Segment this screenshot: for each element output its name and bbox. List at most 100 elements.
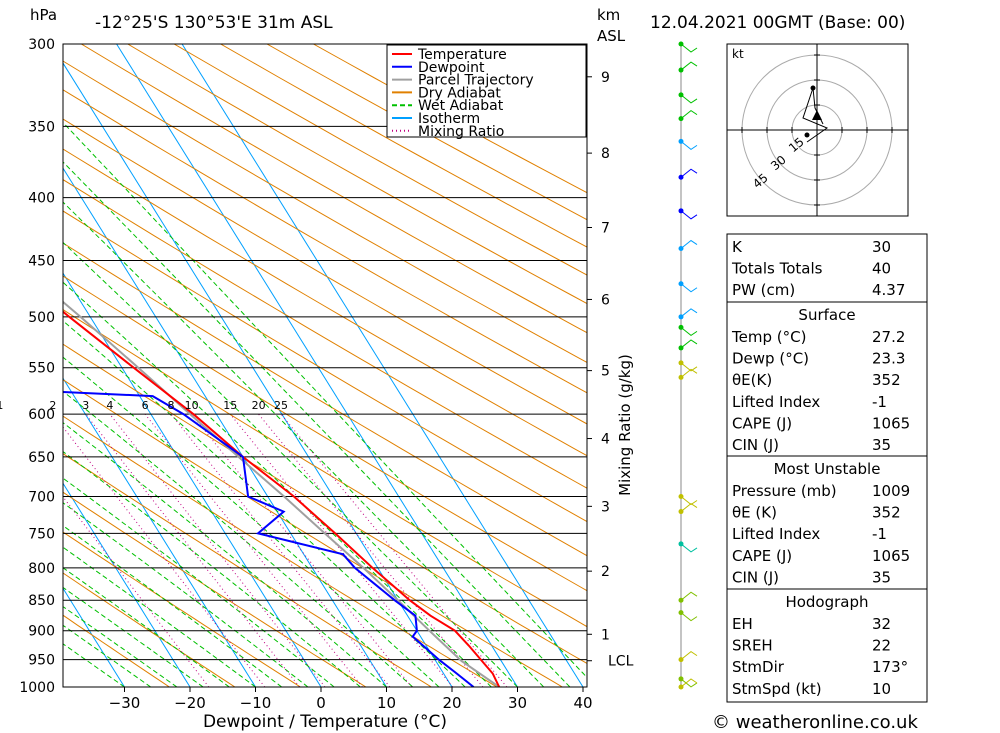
copyright: © weatheronline.co.uk — [712, 712, 918, 733]
table-row-label: K — [732, 238, 743, 256]
km-tick-label: 3 — [601, 499, 610, 515]
table-row-value: 27.2 — [872, 328, 905, 346]
dry-adiabat-line — [63, 572, 236, 687]
mixing-ratio-line — [258, 413, 484, 687]
mixing-ratio-label: 1 — [0, 399, 3, 412]
table-box — [726, 301, 928, 457]
wind-barb — [680, 94, 698, 104]
km-tick-label: 1 — [601, 627, 610, 643]
table-row-value: 22 — [872, 637, 891, 655]
sounding-curves — [63, 300, 501, 687]
wind-barb — [680, 496, 698, 506]
table-row-label: CAPE (J) — [732, 547, 792, 565]
table-row-value: 35 — [872, 568, 891, 586]
pressure-tick-label: 800 — [28, 561, 55, 577]
table-row-value: 1009 — [872, 482, 910, 500]
mixing-ratio-label: 25 — [274, 399, 288, 412]
temperature-tick-label: 30 — [508, 694, 527, 712]
wind-barb — [680, 368, 698, 378]
km-tick-label: 4 — [601, 432, 610, 448]
table-row-label: StmSpd (kt) — [732, 680, 822, 698]
pressure-tick-label: 950 — [28, 653, 55, 669]
dry-adiabat-line — [63, 118, 587, 425]
pressure-level-lines — [63, 43, 587, 688]
mixing-ratio-label: 3 — [82, 399, 89, 412]
legend-entry: Isotherm — [418, 111, 480, 127]
isotherm-line — [63, 377, 256, 687]
temperature-tick-label: −10 — [240, 694, 272, 712]
km-tick-label: 8 — [601, 146, 610, 162]
legend-entry: Parcel Trajectory — [418, 73, 534, 89]
table-row-value: 352 — [872, 504, 901, 522]
wind-barb — [680, 168, 698, 178]
dry-adiabat-line — [63, 89, 587, 394]
pressure-tick-label: 450 — [28, 254, 55, 270]
mixing-ratio-line — [63, 426, 266, 687]
legend-box — [386, 44, 587, 138]
location-title: -12°25'S 130°53'E 31m ASL — [95, 13, 333, 33]
mixing-ratio-label: 6 — [142, 399, 149, 412]
table-row-value: 40 — [872, 260, 891, 278]
table-row-label: Lifted Index — [732, 393, 820, 411]
table-row-value: 352 — [872, 371, 901, 389]
isotherm-line — [63, 167, 387, 687]
wet-adiabat-line — [63, 356, 440, 687]
plot-frame — [62, 43, 588, 688]
km-tick-label: 2 — [601, 564, 610, 580]
table-box — [726, 588, 928, 703]
legend-entry: Dewpoint — [418, 60, 485, 76]
wind-barb — [680, 362, 698, 372]
unit-asl: ASL — [597, 27, 626, 45]
wet-adiabat-line — [63, 320, 466, 687]
wet-adiabat-line — [63, 643, 125, 687]
table-box — [726, 233, 928, 303]
temperature-tick-label: 0 — [316, 694, 326, 712]
wind-barb — [680, 650, 698, 660]
dry-adiabat-line — [63, 531, 301, 687]
wind-barb — [680, 502, 698, 512]
km-tick-label: 5 — [601, 364, 610, 380]
isotherm-line — [63, 272, 322, 687]
table-row-label: CIN (J) — [732, 568, 779, 586]
mixing-ratio-label: 10 — [185, 399, 199, 412]
mixing-ratio-label: 15 — [223, 399, 237, 412]
mixing-ratio-label: 4 — [106, 399, 113, 412]
table-row-label: EH — [732, 615, 753, 633]
table-row-label: Lifted Index — [732, 525, 820, 543]
dry-adiabat-line — [173, 44, 587, 276]
table-row-label: CAPE (J) — [732, 414, 792, 432]
dry-adiabat-line — [63, 379, 563, 687]
legend-entry: Dry Adiabat — [418, 85, 501, 101]
table-row-value: 35 — [872, 436, 891, 454]
storm-motion-marker — [812, 110, 822, 120]
table-box — [726, 455, 928, 590]
dry-adiabat-line — [63, 491, 367, 687]
hodograph-point — [804, 132, 810, 138]
table-row-value: 23.3 — [872, 350, 905, 368]
table-row-label: θE (K) — [732, 504, 777, 522]
wind-barb — [680, 140, 698, 150]
pressure-tick-label: 500 — [28, 310, 55, 326]
wet-adiabat-line — [63, 477, 335, 687]
unit-km: km — [597, 6, 620, 24]
isotherm-line — [63, 587, 125, 687]
table-row-label: Pressure (mb) — [732, 482, 837, 500]
wet-adiabat-line — [63, 502, 309, 687]
table-row-label: SREH — [732, 637, 773, 655]
dry-adiabat-line — [220, 44, 587, 248]
wet-adiabat-line — [63, 586, 204, 687]
unit-hpa: hPa — [30, 6, 57, 24]
mixing-ratio-label: 2 — [49, 399, 56, 412]
temperature-tick-label: 10 — [377, 694, 396, 712]
wind-barb — [680, 591, 698, 601]
wet-adiabat-line — [63, 567, 230, 687]
pressure-tick-label: 750 — [28, 526, 55, 542]
temperature-curve — [63, 310, 501, 687]
wind-barb — [680, 308, 698, 318]
dry-adiabat-line — [63, 148, 587, 457]
pressure-tick-label: 650 — [28, 450, 55, 466]
table-row-value: 32 — [872, 615, 891, 633]
table-row-label: PW (cm) — [732, 281, 795, 299]
